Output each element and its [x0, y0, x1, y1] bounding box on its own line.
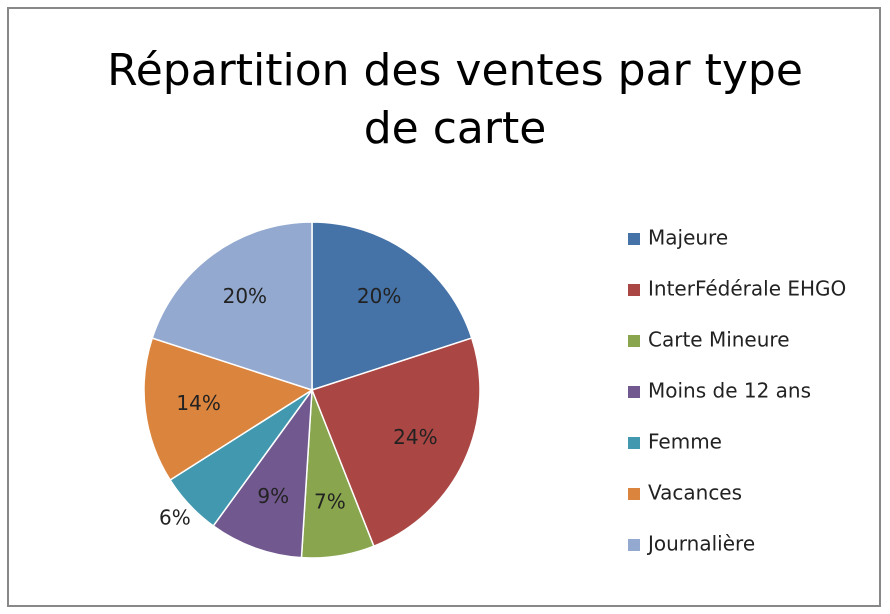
- legend-swatch: [628, 488, 640, 500]
- pie-slice: [311, 221, 473, 392]
- data-label: 9%: [257, 484, 289, 508]
- pie-slice: [143, 337, 314, 482]
- data-label: 24%: [393, 425, 437, 449]
- legend-swatch: [628, 233, 640, 245]
- legend-swatch: [628, 386, 640, 398]
- pie-slice: [151, 221, 313, 392]
- legend-swatch: [628, 284, 640, 296]
- data-label: 7%: [314, 489, 346, 513]
- data-label: 20%: [357, 284, 401, 308]
- legend-label: Carte Mineure: [648, 328, 790, 352]
- legend-swatch: [628, 539, 640, 551]
- chart-title: Répartition des ventes par type de carte: [107, 45, 803, 154]
- pie-slice: [212, 387, 313, 559]
- data-label: 6%: [159, 505, 191, 529]
- legend-label: Moins de 12 ans: [648, 379, 811, 403]
- legend-swatch: [628, 437, 640, 449]
- legend-label: Vacances: [648, 481, 742, 505]
- legend-label: Journalière: [646, 532, 755, 556]
- legend-label: Femme: [648, 430, 722, 454]
- data-label: 20%: [223, 284, 267, 308]
- legend-label: InterFédérale EHGO: [648, 277, 846, 301]
- legend-swatch: [628, 335, 640, 347]
- data-label: 14%: [176, 391, 220, 415]
- legend-label: Majeure: [648, 226, 728, 250]
